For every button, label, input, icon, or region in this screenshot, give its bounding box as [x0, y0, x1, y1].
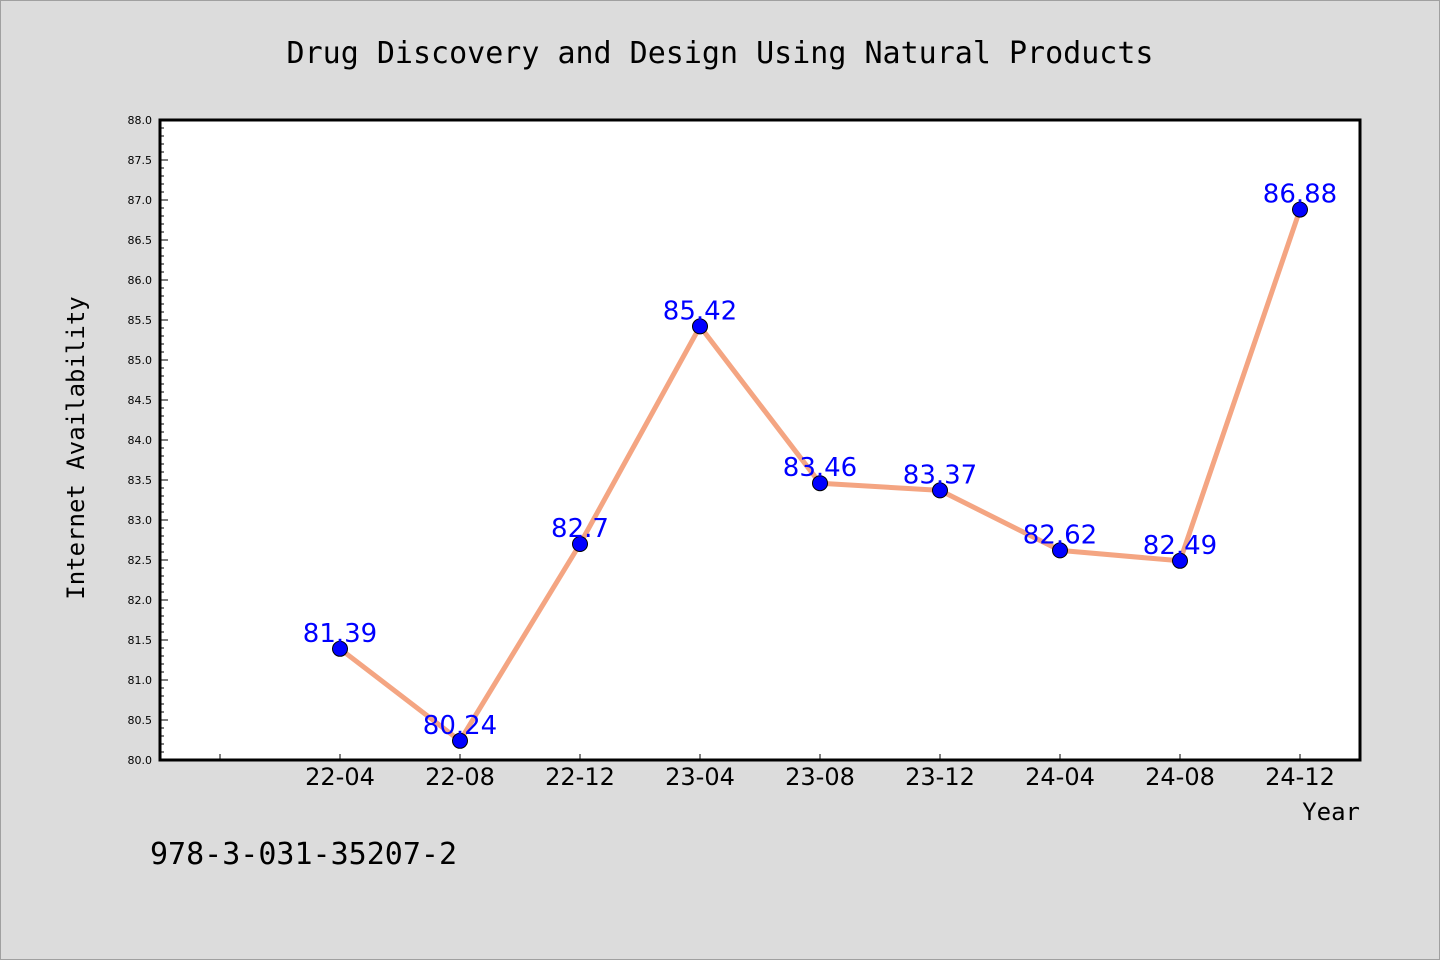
- data-label: 82.7: [551, 514, 609, 544]
- y-tick-label: 87.0: [128, 194, 153, 207]
- data-label: 82.62: [1023, 520, 1097, 550]
- data-point: [332, 640, 348, 657]
- data-point: [812, 475, 828, 492]
- x-tick-label: 24-08: [1145, 763, 1215, 791]
- data-label: 82.49: [1143, 531, 1217, 561]
- data-point: [692, 318, 708, 335]
- data-label: 85.42: [663, 296, 737, 326]
- y-tick-label: 80.0: [128, 754, 153, 767]
- y-tick-label: 86.5: [128, 234, 153, 247]
- data-label: 86.88: [1263, 180, 1337, 210]
- y-tick-label: 85.5: [128, 314, 153, 327]
- data-label: 80.24: [423, 711, 497, 741]
- y-tick-label: 81.5: [128, 634, 153, 647]
- x-tick-label: 24-12: [1265, 763, 1335, 791]
- x-tick-label: 22-08: [425, 763, 495, 791]
- data-label: 83.37: [903, 460, 977, 490]
- y-tick-label: 87.5: [128, 154, 153, 167]
- y-tick-label: 82.0: [128, 594, 153, 607]
- data-point: [452, 732, 468, 749]
- x-axis-label: Year: [1302, 798, 1360, 826]
- y-tick-label: 85.0: [128, 354, 153, 367]
- x-tick-label: 23-04: [665, 763, 735, 791]
- y-tick-label: 84.5: [128, 394, 153, 407]
- x-tick-label: 22-04: [305, 763, 375, 791]
- x-tick-label: 23-08: [785, 763, 855, 791]
- data-label: 83.46: [783, 453, 857, 483]
- data-point: [1052, 542, 1068, 559]
- y-axis: 80.0 80.5 81.0 81.5 82.0 82.5 83.0 83.5 84.0 84.5…: [128, 114, 168, 767]
- markers-group: [332, 201, 1308, 749]
- data-labels-group: 81.39 80.24 82.7 85.42 83.46 83.37 82.62 82.49 8…: [303, 180, 1337, 741]
- data-point: [932, 482, 948, 499]
- y-tick-label: 83.0: [128, 514, 153, 527]
- y-tick-label: 81.0: [128, 674, 153, 687]
- plot-area: [158, 118, 1362, 762]
- y-tick-label: 84.0: [128, 434, 153, 447]
- data-point: [1292, 201, 1308, 218]
- x-tick-label: 22-12: [545, 763, 615, 791]
- y-tick-label: 82.5: [128, 554, 153, 567]
- x-axis: 22-04 22-08 22-12 23-04 23-08 23-12 24-04 24-08…: [219, 754, 1335, 791]
- data-label: 81.39: [303, 619, 377, 649]
- x-tick-label: 23-12: [905, 763, 975, 791]
- y-axis-label: Internet Availability: [62, 296, 90, 599]
- y-tick-label: 86.0: [128, 274, 153, 287]
- y-tick-label: 80.5: [128, 714, 153, 727]
- y-tick-label: 83.5: [128, 474, 153, 487]
- data-point: [1172, 552, 1188, 569]
- x-tick-label: 24-04: [1025, 763, 1095, 791]
- data-point: [572, 536, 588, 552]
- y-tick-label: 88.0: [128, 114, 153, 127]
- isbn-text: 978-3-031-35207-2: [150, 837, 457, 872]
- chart-title: Drug Discovery and Design Using Natural …: [287, 36, 1154, 71]
